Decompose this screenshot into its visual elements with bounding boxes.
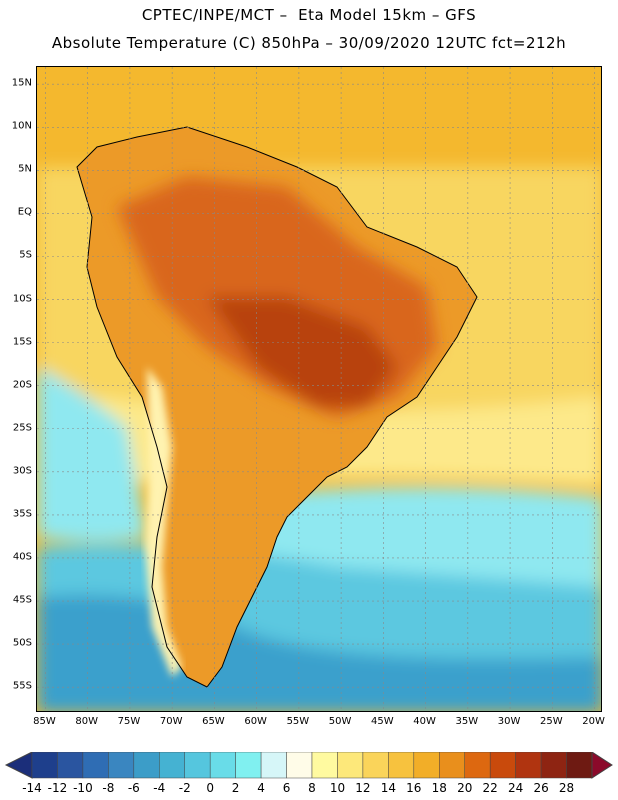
colorbar-segment xyxy=(260,752,287,779)
longitude-label: 40W xyxy=(413,716,436,727)
longitude-label: 35W xyxy=(455,716,479,727)
longitude-label: 25W xyxy=(540,716,563,727)
latitude-label: 10N xyxy=(11,120,32,132)
colorbar-tick-label: -2 xyxy=(178,781,191,795)
colorbar-tick-label: -4 xyxy=(153,781,166,795)
latitude-label: 15N xyxy=(11,77,32,89)
colorbar-segment xyxy=(413,752,440,779)
colorbar-segment xyxy=(337,752,364,779)
colorbar-segment xyxy=(515,752,542,779)
andes-cool-strip xyxy=(145,367,182,677)
colorbar-segment xyxy=(388,752,415,779)
longitude-label: 70W xyxy=(159,716,183,727)
colorbar-segment xyxy=(184,752,211,779)
colorbar-tick-label: 18 xyxy=(431,781,447,795)
temperature-colorbar xyxy=(4,752,613,779)
map-field-svg xyxy=(37,67,601,711)
pacific-cold-zone xyxy=(37,367,147,542)
latitude-label: 20S xyxy=(12,379,32,391)
colorbar-segment xyxy=(362,752,389,779)
latitude-label: EQ xyxy=(17,206,32,218)
longitude-label: 50W xyxy=(328,716,352,727)
colorbar-under-arrow xyxy=(4,752,33,779)
colorbar-segment xyxy=(57,752,84,779)
colorbar-tick-label: 24 xyxy=(507,781,524,795)
colorbar-tick-label: 26 xyxy=(533,781,549,795)
colorbar-segment xyxy=(311,752,338,779)
colorbar-tick-label: -10 xyxy=(73,781,93,795)
longitude-label: 20W xyxy=(582,716,605,727)
latitude-label: 15S xyxy=(12,336,32,348)
graticule xyxy=(37,67,601,711)
longitude-label: 75W xyxy=(117,716,141,727)
colorbar-tick-label: -6 xyxy=(127,781,140,795)
colorbar-segment xyxy=(159,752,185,779)
latitude-label: 40S xyxy=(12,551,32,563)
colorbar-tick-label: 14 xyxy=(380,781,396,795)
temperature-map xyxy=(36,66,602,712)
colorbar-segment xyxy=(439,752,465,779)
colorbar-segment xyxy=(209,752,236,779)
colorbar-tick-label: 16 xyxy=(406,781,422,795)
colorbar-segment xyxy=(108,752,135,779)
longitude-label: 60W xyxy=(244,716,267,727)
colorbar-segment xyxy=(133,752,160,779)
colorbar-tick-label: -8 xyxy=(102,781,115,795)
colorbar-segment xyxy=(489,752,516,779)
colorbar-segment xyxy=(235,752,262,779)
colorbar-tick-label: 2 xyxy=(231,781,240,795)
latitude-label: 55S xyxy=(12,680,32,692)
interior-veryhot-zone xyxy=(207,297,397,407)
colorbar-segment xyxy=(540,752,567,779)
coastline xyxy=(76,126,478,688)
map-title: CPTEC/INPE/MCT – Eta Model 15km – GFS xyxy=(141,6,477,24)
colorbar-tick-label: 0 xyxy=(206,781,214,795)
latitude-label: 35S xyxy=(12,508,32,520)
colorbar-tick-label: 12 xyxy=(355,781,371,795)
colorbar-tick-label: 6 xyxy=(282,781,291,795)
longitude-label: 55W xyxy=(286,716,310,727)
colorbar-segment xyxy=(31,752,58,779)
colorbar-tick-label: 4 xyxy=(257,781,265,795)
colorbar-tick-label: 20 xyxy=(457,781,473,795)
latitude-label: 50S xyxy=(12,637,32,649)
colorbar-tick-label: 8 xyxy=(308,781,316,795)
latitude-label: 5S xyxy=(19,249,32,261)
colorbar-tick-label: 28 xyxy=(558,781,575,795)
latitude-label: 45S xyxy=(12,594,32,606)
colorbar-tick-label: 10 xyxy=(329,781,346,795)
latitude-label: 30S xyxy=(12,465,32,477)
longitude-label: 30W xyxy=(497,716,521,727)
latitude-label: 5N xyxy=(18,163,32,175)
longitude-label: 80W xyxy=(75,716,98,727)
map-subtitle: Absolute Temperature (C) 850hPa – 30/09/… xyxy=(51,34,567,52)
colorbar-over-arrow xyxy=(591,752,613,779)
colorbar-tick-label: -14 xyxy=(22,781,42,795)
colorbar-tick-label: 22 xyxy=(482,781,498,795)
colorbar-segment xyxy=(286,752,313,779)
colorbar-segment xyxy=(464,752,491,779)
colorbar-segment xyxy=(566,752,593,779)
latitude-label: 25S xyxy=(12,422,32,434)
longitude-label: 65W xyxy=(202,716,225,727)
longitude-label: 45W xyxy=(371,716,394,727)
colorbar-tick-label: -12 xyxy=(47,781,68,795)
colorbar-segment xyxy=(82,752,109,779)
longitude-label: 85W xyxy=(33,716,56,727)
latitude-label: 10S xyxy=(12,293,32,305)
